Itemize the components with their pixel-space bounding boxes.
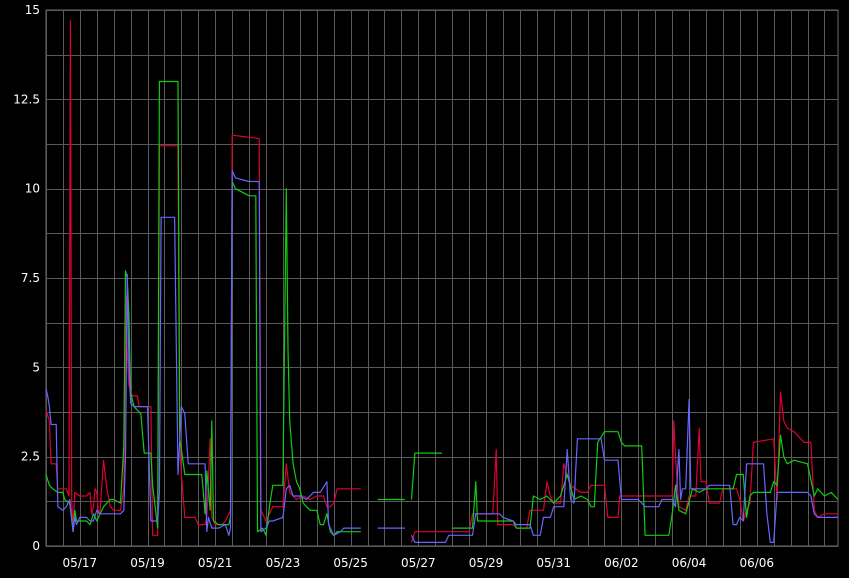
y-tick-label: 10 [25,182,40,196]
series-2 [45,80,839,536]
series-line [45,80,361,536]
y-tick-label: 2.5 [21,450,40,464]
series-line [45,20,361,536]
series-line [410,398,838,544]
x-tick-label: 05/17 [63,556,98,570]
x-tick-label: 06/06 [739,556,774,570]
y-tick-label: 7.5 [21,271,40,285]
x-tick-label: 05/31 [536,556,571,570]
y-tick-label: 15 [25,3,40,17]
series-line [45,170,361,536]
x-tick-label: 06/04 [672,556,707,570]
x-tick-label: 05/25 [333,556,368,570]
series-line [410,452,442,500]
axis-labels: 0 2.5 5 7.5 10 12.5 15 05/17 05/19 05/21 05/23 05/2… [13,3,774,570]
series-3 [45,170,838,544]
x-tick-label: 05/21 [198,556,233,570]
x-tick-label: 05/29 [469,556,504,570]
y-tick-label: 5 [32,360,40,374]
x-tick-label: 06/02 [604,556,639,570]
grid [45,9,839,547]
series-layer [45,20,839,544]
y-tick-label: 0 [32,539,40,553]
x-tick-label: 05/19 [130,556,165,570]
y-tick-label: 12.5 [13,92,40,106]
x-tick-label: 05/27 [401,556,436,570]
series-line [452,431,839,536]
x-tick-label: 05/23 [266,556,301,570]
